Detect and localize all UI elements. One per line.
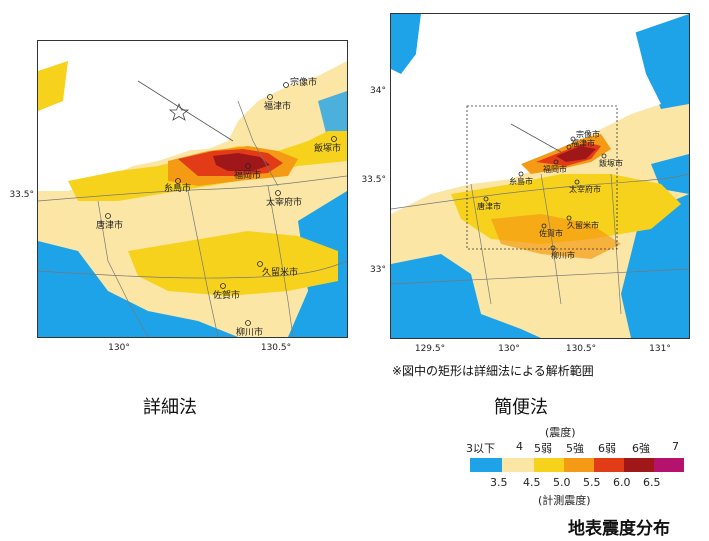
right-city-saga: 佐賀市 xyxy=(539,228,563,239)
right-map-image xyxy=(391,14,689,338)
scale-value: 3.5 xyxy=(490,476,508,489)
scale-value: 6.5 xyxy=(643,476,661,489)
scale-value: 6.0 xyxy=(613,476,631,489)
right-city-fukuoka: 福岡市 xyxy=(543,164,567,175)
right-y-tick-34: 34° xyxy=(352,86,386,96)
scale-value: 5.5 xyxy=(583,476,601,489)
right-x-tick-1295: 129.5° xyxy=(410,344,450,354)
left-city-munakata: 宗像市 xyxy=(290,75,317,88)
intensity-label: 7 xyxy=(672,440,679,453)
scale-value: 4.5 xyxy=(523,476,541,489)
right-method-label: 簡便法 xyxy=(494,393,548,419)
intensity-label: 5弱 xyxy=(534,440,552,456)
intensity-label: 6強 xyxy=(632,440,650,456)
intensity-label: 5強 xyxy=(566,440,584,456)
legend-bottom-title: (計測震度) xyxy=(538,492,591,508)
legend-scale-values: 3.5 4.5 5.0 5.5 6.0 6.5 xyxy=(490,476,690,490)
scale-value: 5.0 xyxy=(553,476,571,489)
intensity-label: 6弱 xyxy=(598,440,616,456)
intensity-label: 4 xyxy=(516,440,523,453)
right-x-tick-1305: 130.5° xyxy=(561,344,601,354)
left-city-karatsu: 唐津市 xyxy=(96,218,123,231)
right-city-yanagawa: 柳川市 xyxy=(551,250,575,261)
left-x-tick-130: 130° xyxy=(99,343,139,353)
left-city-fukutsu: 福津市 xyxy=(264,99,291,112)
figure-title: 地表震度分布 xyxy=(568,514,670,539)
left-method-label: 詳細法 xyxy=(143,393,197,419)
right-city-fukutsu: 福津市 xyxy=(571,138,595,149)
intensity-label: 3以下 xyxy=(466,440,495,456)
right-city-karatsu: 唐津市 xyxy=(477,201,501,212)
right-x-tick-130: 130° xyxy=(489,344,529,354)
left-city-kurume: 久留米市 xyxy=(262,265,298,278)
left-city-iizuka: 飯塚市 xyxy=(314,141,341,154)
right-map: 宗像市 福津市 飯塚市 福岡市 糸島市 太宰府市 唐津市 久留米市 佐賀市 柳川… xyxy=(390,13,690,339)
legend-color-bar xyxy=(470,458,690,472)
right-y-tick-33: 33° xyxy=(352,265,386,275)
legend-top-title: (震度) xyxy=(545,424,576,440)
left-city-saga: 佐賀市 xyxy=(213,288,240,301)
left-city-fukuoka: 福岡市 xyxy=(234,168,261,181)
analysis-range-note: ※図中の矩形は詳細法による解析範囲 xyxy=(392,362,594,379)
right-x-tick-131: 131° xyxy=(640,344,680,354)
left-city-yanagawa: 柳川市 xyxy=(236,325,263,338)
left-city-itoshima: 糸島市 xyxy=(164,181,191,194)
left-city-dazaifu: 太宰府市 xyxy=(266,195,302,208)
right-city-kurume: 久留米市 xyxy=(567,220,599,231)
right-city-itoshima: 糸島市 xyxy=(509,176,533,187)
right-y-tick-335: 33.5° xyxy=(352,175,386,185)
left-map: 宗像市 福津市 飯塚市 福岡市 糸島市 太宰府市 唐津市 久留米市 佐賀市 柳川… xyxy=(37,40,348,338)
left-y-tick-335: 33.5° xyxy=(0,190,34,200)
legend-intensity-labels: 3以下 4 5弱 5強 6弱 6強 7 xyxy=(466,440,686,454)
right-city-dazaifu: 太宰府市 xyxy=(569,184,601,195)
right-city-iizuka: 飯塚市 xyxy=(599,158,623,169)
left-x-tick-1305: 130.5° xyxy=(256,343,296,353)
